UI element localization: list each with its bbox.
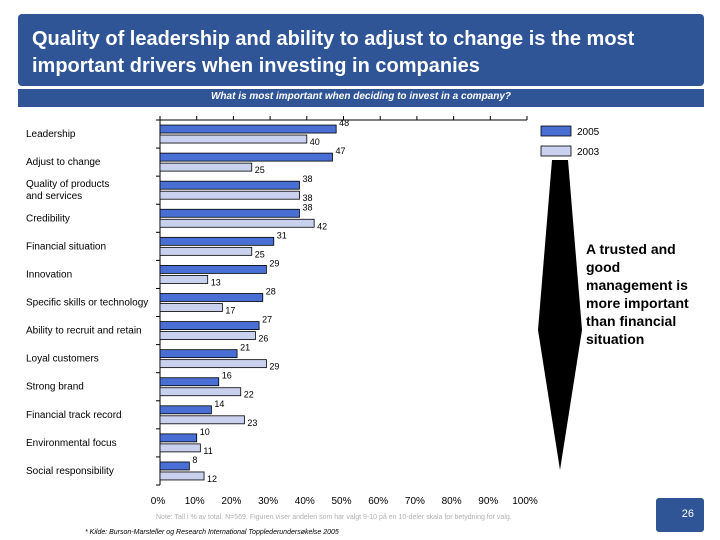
data-label-2005: 38 xyxy=(302,202,312,212)
bar-2005 xyxy=(159,321,260,330)
bar-2003 xyxy=(159,415,245,425)
data-label-2003: 22 xyxy=(244,390,254,400)
data-label-2003: 26 xyxy=(258,334,268,344)
bar-2005 xyxy=(159,124,337,134)
bar-2003 xyxy=(159,134,308,144)
data-label-2003: 25 xyxy=(255,165,265,175)
data-label-2005: 47 xyxy=(335,146,345,156)
category-label: Innovation xyxy=(26,269,72,280)
data-label-2003: 25 xyxy=(255,249,265,259)
x-tick-label: 50% xyxy=(331,496,351,507)
x-tick-label: 90% xyxy=(478,496,498,507)
bar-2005 xyxy=(159,152,333,162)
category-label: Loyal customers xyxy=(26,354,99,365)
bar-2003 xyxy=(159,387,242,397)
category-label: Quality of products xyxy=(26,179,109,190)
bar-2005 xyxy=(159,265,267,274)
bar-2005 xyxy=(159,433,198,443)
bar-2003 xyxy=(159,443,201,453)
data-label-2003: 23 xyxy=(247,418,257,428)
data-label-2005: 31 xyxy=(277,230,287,240)
data-label-2003: 42 xyxy=(317,221,327,231)
bar-2005 xyxy=(159,349,238,359)
title-banner: Quality of leadership and ability to adj… xyxy=(18,14,704,86)
data-label-2003: 12 xyxy=(207,474,217,484)
bar-2005 xyxy=(159,405,212,415)
bar-2003 xyxy=(159,359,267,369)
data-label-2003: 11 xyxy=(203,446,212,456)
bar-2003 xyxy=(159,471,205,481)
bar-2003 xyxy=(159,303,223,312)
category-label: Leadership xyxy=(26,129,76,140)
category-label: Credibility xyxy=(26,213,70,224)
data-label-2005: 27 xyxy=(262,315,272,325)
bar-2005 xyxy=(159,180,300,190)
category-label: Social responsibility xyxy=(26,466,114,477)
page-number: 26 xyxy=(681,508,694,520)
callout-text: A trusted and good management is more im… xyxy=(586,241,689,347)
data-label-2003: 17 xyxy=(225,306,235,316)
x-tick-label: 20% xyxy=(221,496,241,507)
bar-2005 xyxy=(159,377,220,387)
page-number-box: 26 xyxy=(656,498,704,532)
data-label-2003: 40 xyxy=(310,137,320,147)
data-label-2005: 16 xyxy=(222,371,232,381)
chart-subtitle: What is most important when deciding to … xyxy=(210,91,512,102)
bar-2003 xyxy=(159,162,253,172)
category-label: Adjust to change xyxy=(26,157,101,168)
data-label-2003: 38 xyxy=(302,193,312,203)
subtitle-banner: What is most important when deciding to … xyxy=(18,89,704,107)
x-tick-label: 0% xyxy=(151,496,166,507)
data-label-2005: 29 xyxy=(269,258,279,268)
legend-label: 2005 xyxy=(577,127,600,138)
x-tick-label: 30% xyxy=(258,496,278,507)
x-tick-label: 10% xyxy=(185,496,205,507)
legend-label: 2003 xyxy=(577,147,600,158)
x-tick-label: 40% xyxy=(295,496,315,507)
category-label: Ability to recruit and retain xyxy=(26,326,142,337)
data-label-2005: 14 xyxy=(214,399,224,409)
category-label: Financial situation xyxy=(26,241,106,252)
chart-note: Note: Tall i % av total. N=569. Figuren … xyxy=(156,514,512,521)
data-label-2005: 21 xyxy=(240,343,250,353)
bar-2005 xyxy=(159,208,300,218)
data-label-2005: 10 xyxy=(200,427,210,437)
bar-2003 xyxy=(159,275,209,284)
data-label-2003: 29 xyxy=(269,362,279,372)
bar-2005 xyxy=(159,293,264,302)
x-tick-label: 60% xyxy=(368,496,388,507)
category-label: Financial track record xyxy=(26,410,122,421)
data-label-2005: 28 xyxy=(266,287,276,297)
bar-2005 xyxy=(159,461,190,471)
data-label-2005: 8 xyxy=(192,455,197,465)
bar-2005 xyxy=(159,236,275,246)
category-label: Strong brand xyxy=(26,382,84,393)
x-tick-label: 100% xyxy=(512,496,538,507)
legend-swatch xyxy=(540,125,572,137)
slide-title: Quality of leadership and ability to adj… xyxy=(32,28,635,77)
x-tick-label: 70% xyxy=(405,496,425,507)
data-label-2003: 13 xyxy=(211,277,221,287)
category-label: and services xyxy=(26,191,82,202)
data-label-2005: 48 xyxy=(339,118,349,128)
bar-2003 xyxy=(159,218,315,228)
legend-swatch xyxy=(540,145,572,157)
bar-2003 xyxy=(159,246,253,256)
bar-2003 xyxy=(159,190,300,200)
category-label: Specific skills or technology xyxy=(26,298,148,309)
category-label: Environmental focus xyxy=(26,438,117,449)
data-label-2005: 38 xyxy=(302,174,312,184)
x-tick-label: 80% xyxy=(442,496,462,507)
source-footnote: * Kilde: Burson-Marsteller og Research I… xyxy=(85,529,339,536)
bar-2003 xyxy=(159,331,256,340)
